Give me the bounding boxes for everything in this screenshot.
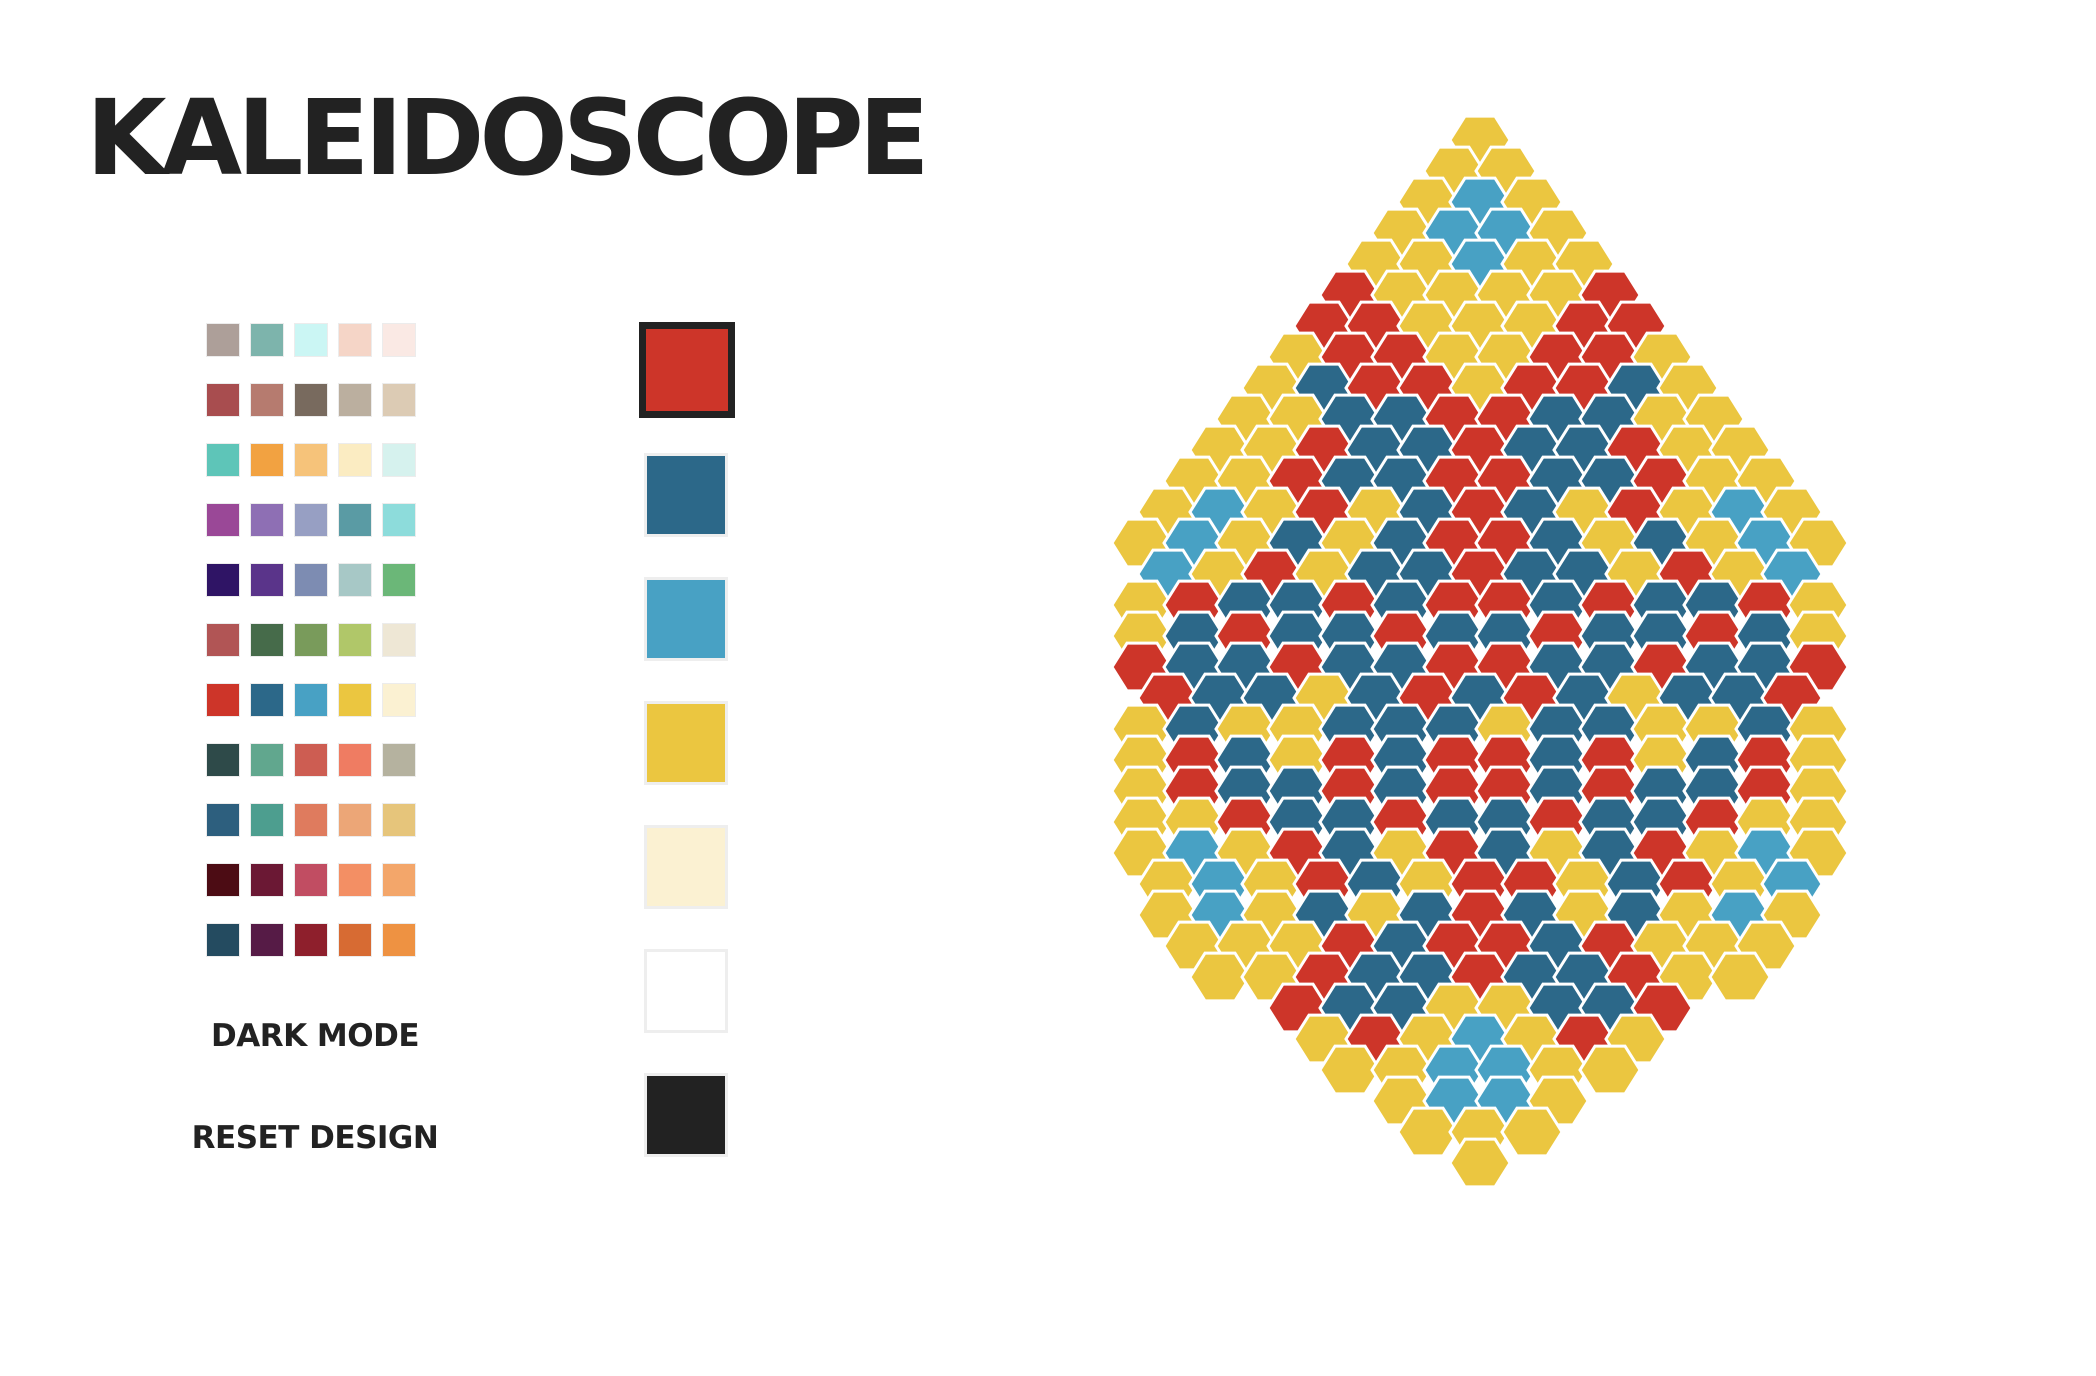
palette-swatch[interactable] [294,563,328,597]
palette-swatch[interactable] [294,503,328,537]
palette-swatch[interactable] [382,863,416,897]
palette-swatch[interactable] [382,503,416,537]
palette-row[interactable] [206,803,422,839]
palette-row[interactable] [206,923,422,959]
palette-swatch[interactable] [382,383,416,417]
color-swatch-black[interactable] [644,1073,728,1157]
palette-swatch[interactable] [206,803,240,837]
hex-cell[interactable] [1500,1106,1564,1158]
palette-swatch[interactable] [382,923,416,957]
palette-swatch[interactable] [294,743,328,777]
palette-swatch[interactable] [250,323,284,357]
palette-swatch[interactable] [294,863,328,897]
color-swatch-white[interactable] [644,949,728,1033]
hex-cell[interactable] [1708,951,1772,1003]
palette-row[interactable] [206,323,422,359]
hex-cell[interactable] [1448,1137,1512,1189]
palette-row[interactable] [206,743,422,779]
palette-swatch[interactable] [382,743,416,777]
palette-swatch[interactable] [250,863,284,897]
palette-swatch[interactable] [382,443,416,477]
palette-swatch[interactable] [382,323,416,357]
palette-row[interactable] [206,623,422,659]
palette-swatch[interactable] [206,863,240,897]
palette-swatch[interactable] [338,323,372,357]
palette-swatch[interactable] [382,563,416,597]
palette-swatch[interactable] [294,623,328,657]
color-swatch-light-blue[interactable] [644,577,728,661]
palette-swatch[interactable] [338,563,372,597]
palette-swatch[interactable] [382,623,416,657]
palette-swatch[interactable] [206,443,240,477]
hex-cell[interactable] [1396,1106,1460,1158]
palette-swatch[interactable] [294,923,328,957]
palette-swatch[interactable] [206,683,240,717]
hex-cell[interactable] [1318,1044,1382,1096]
palette-swatch[interactable] [294,383,328,417]
palette-row[interactable] [206,443,422,479]
palette-swatch[interactable] [206,323,240,357]
palette-swatch[interactable] [338,743,372,777]
palette-swatch[interactable] [250,923,284,957]
color-swatch-red[interactable] [639,322,735,418]
palette-swatch[interactable] [338,923,372,957]
hex-cell[interactable] [1578,1044,1642,1096]
palette-swatch[interactable] [338,503,372,537]
palette-swatch[interactable] [206,503,240,537]
palette-swatch[interactable] [250,683,284,717]
palette-row[interactable] [206,503,422,539]
palette-swatch[interactable] [250,443,284,477]
palette-swatch[interactable] [206,923,240,957]
reset-design-button[interactable]: RESET DESIGN [191,1120,439,1156]
palette-swatch[interactable] [294,323,328,357]
palette-swatch[interactable] [294,803,328,837]
color-swatch-cream[interactable] [644,825,728,909]
color-swatch-dark-blue[interactable] [644,453,728,537]
palette-swatch[interactable] [338,443,372,477]
palette-swatch[interactable] [338,863,372,897]
palette-swatch[interactable] [250,383,284,417]
palette-swatch[interactable] [250,563,284,597]
palette-swatch[interactable] [382,683,416,717]
palette-row[interactable] [206,563,422,599]
current-color-picker [639,322,740,1183]
palette-row[interactable] [206,383,422,419]
palette-swatch[interactable] [382,803,416,837]
palette-row[interactable] [206,863,422,899]
palette-swatch[interactable] [294,443,328,477]
palette-swatch[interactable] [250,803,284,837]
palette-swatch[interactable] [206,563,240,597]
app-title: KALEIDOSCOPE [86,77,930,199]
palette-swatch[interactable] [338,623,372,657]
palette-swatch[interactable] [338,683,372,717]
hex-cell[interactable] [1188,951,1252,1003]
palette-swatch[interactable] [206,383,240,417]
palette-swatch[interactable] [250,743,284,777]
palette-swatch[interactable] [206,743,240,777]
color-swatch-yellow[interactable] [644,701,728,785]
palette-swatch[interactable] [250,503,284,537]
palette-row[interactable] [206,683,422,719]
dark-mode-button[interactable]: DARK MODE [210,1018,420,1054]
palette-swatch[interactable] [250,623,284,657]
hex-board[interactable] [980,110,2020,1310]
palette-swatch[interactable] [206,623,240,657]
palette-swatch[interactable] [338,803,372,837]
palette-swatch[interactable] [338,383,372,417]
palette-swatch[interactable] [294,683,328,717]
palette-grid [206,323,422,963]
